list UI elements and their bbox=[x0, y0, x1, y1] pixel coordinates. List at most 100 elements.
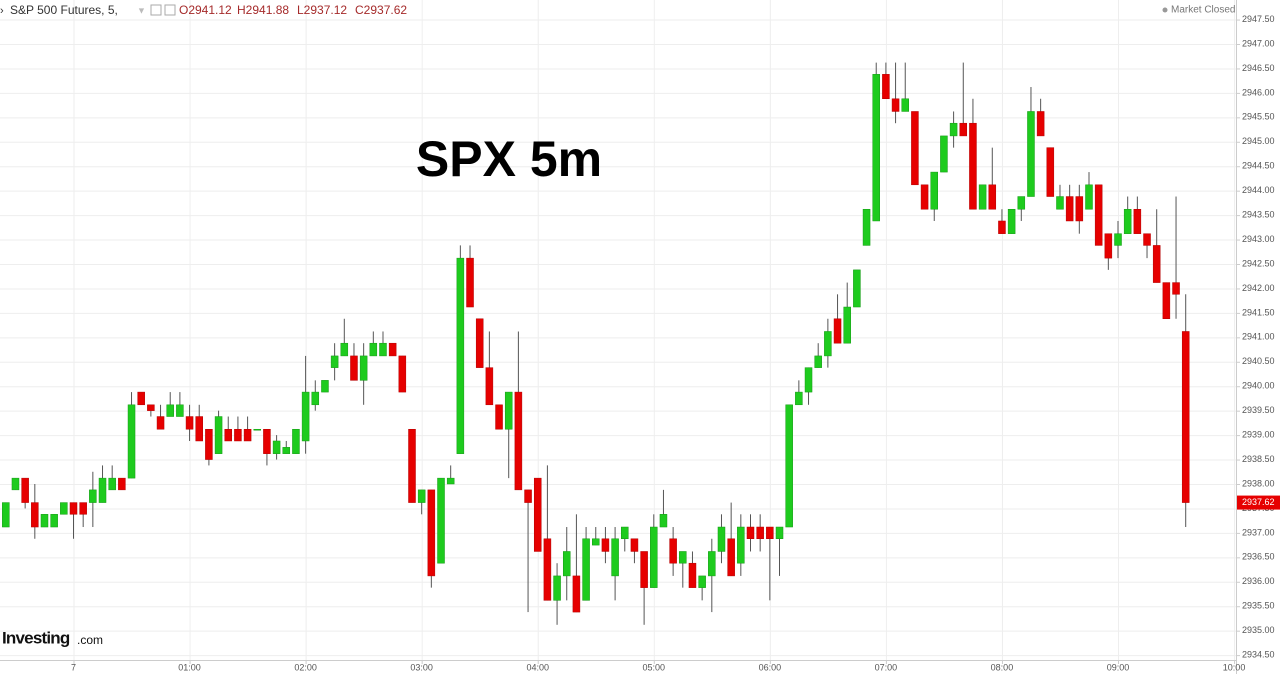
ohlc-low: L2937.12 bbox=[297, 3, 347, 17]
candle-body bbox=[11, 477, 20, 491]
candle-body bbox=[949, 122, 958, 137]
header: › S&P 500 Futures, 5, ▼ O2941.12 H2941.8… bbox=[0, 3, 1235, 17]
annotation: SPX 5m bbox=[416, 131, 602, 187]
candle-body bbox=[988, 184, 997, 210]
x-tick-label: 01:00 bbox=[178, 662, 201, 672]
x-tick-label: 05:00 bbox=[643, 662, 666, 672]
candle-body bbox=[369, 342, 378, 357]
y-tick-label: 2947.50 bbox=[1242, 14, 1275, 24]
candle-body bbox=[350, 355, 358, 381]
candle-body bbox=[2, 502, 10, 528]
candle-body bbox=[495, 404, 503, 430]
logo-suffix: .com bbox=[77, 633, 103, 647]
candle-body bbox=[843, 306, 851, 344]
candle-body bbox=[60, 502, 68, 515]
x-tick-label: 10:00 bbox=[1223, 662, 1246, 672]
candle-body bbox=[592, 538, 600, 546]
status-dot bbox=[1162, 7, 1168, 13]
candle-body bbox=[504, 391, 513, 430]
candle-body bbox=[814, 355, 822, 368]
y-tick-label: 2938.00 bbox=[1242, 478, 1275, 488]
instrument-name: S&P 500 Futures, 5, bbox=[10, 3, 118, 17]
candle-body bbox=[147, 404, 155, 411]
candle-body bbox=[553, 575, 561, 601]
y-tick-label: 2945.50 bbox=[1242, 112, 1275, 122]
y-tick-label: 2942.00 bbox=[1242, 283, 1275, 293]
candle-body bbox=[31, 502, 39, 528]
candle-body bbox=[1027, 111, 1035, 197]
candle-body bbox=[214, 416, 223, 454]
y-tick-label: 2936.00 bbox=[1242, 576, 1275, 586]
candle-body bbox=[601, 538, 610, 552]
candle-body bbox=[911, 111, 919, 186]
candle-body bbox=[359, 355, 368, 381]
candle-body bbox=[708, 551, 716, 577]
candle-body bbox=[311, 391, 320, 406]
market-status: Market Closed bbox=[1171, 5, 1235, 16]
candle-body bbox=[717, 526, 726, 552]
candle-body bbox=[379, 342, 387, 357]
candle-body bbox=[1123, 208, 1132, 234]
candle-body bbox=[853, 269, 861, 308]
candle-body bbox=[1007, 208, 1016, 234]
candle-body bbox=[940, 135, 948, 173]
x-tick-label: 06:00 bbox=[759, 662, 782, 672]
candle-body bbox=[118, 477, 126, 491]
candle-body bbox=[737, 526, 745, 564]
candle-body bbox=[127, 404, 136, 479]
candle-body bbox=[176, 404, 184, 417]
last-price-label: 2937.62 bbox=[1242, 497, 1275, 507]
candle-body bbox=[959, 122, 968, 137]
candle-body bbox=[388, 342, 397, 357]
logo-brand: Investing bbox=[2, 628, 70, 647]
candle-body bbox=[185, 416, 194, 430]
candle-body bbox=[437, 477, 445, 564]
y-tick-label: 2936.50 bbox=[1242, 552, 1275, 562]
candle-body bbox=[1181, 331, 1190, 503]
dropdown-icon[interactable]: ▼ bbox=[137, 5, 146, 15]
candle-body bbox=[659, 514, 668, 528]
candle-body bbox=[408, 428, 416, 503]
y-tick-label: 2944.50 bbox=[1242, 161, 1275, 171]
candle-body bbox=[475, 318, 484, 368]
close-icon[interactable] bbox=[164, 4, 176, 16]
header-caret: › bbox=[0, 5, 4, 17]
candle-body bbox=[21, 477, 29, 503]
candle-body bbox=[98, 477, 107, 503]
candle-body bbox=[292, 428, 300, 454]
candle-body bbox=[1036, 111, 1045, 137]
candle-body bbox=[630, 538, 639, 552]
candle-body bbox=[1046, 147, 1055, 197]
candle-body bbox=[524, 489, 532, 503]
y-tick-label: 2935.50 bbox=[1242, 601, 1275, 611]
candle-body bbox=[1114, 233, 1122, 246]
candle-body bbox=[533, 477, 542, 552]
candle-body bbox=[978, 184, 987, 210]
candle-body bbox=[727, 538, 735, 577]
y-tick-label: 2943.50 bbox=[1242, 209, 1275, 219]
candle-body bbox=[466, 257, 474, 308]
candle-body bbox=[446, 477, 455, 485]
candle-body bbox=[833, 318, 842, 344]
y-tick-label: 2935.00 bbox=[1242, 625, 1275, 635]
candle-body bbox=[804, 367, 813, 393]
candle-body bbox=[969, 122, 977, 210]
candle-body bbox=[224, 428, 232, 442]
candle-body bbox=[1094, 184, 1103, 246]
candle-body bbox=[1143, 233, 1151, 246]
candle-body bbox=[775, 526, 784, 540]
candle-body bbox=[243, 428, 252, 442]
candle-body bbox=[69, 502, 78, 515]
candle-body bbox=[766, 526, 774, 540]
settings-icon[interactable] bbox=[150, 4, 162, 16]
candle-body bbox=[1075, 196, 1084, 222]
candle-body bbox=[824, 331, 832, 357]
candle-body bbox=[679, 551, 687, 564]
candle-body bbox=[234, 428, 242, 442]
candle-body bbox=[572, 575, 581, 613]
candle-body bbox=[137, 391, 145, 406]
candle-body bbox=[427, 489, 436, 577]
candle-body bbox=[1056, 196, 1064, 210]
candle-body bbox=[998, 220, 1006, 234]
last-price-tag bbox=[1237, 495, 1280, 510]
